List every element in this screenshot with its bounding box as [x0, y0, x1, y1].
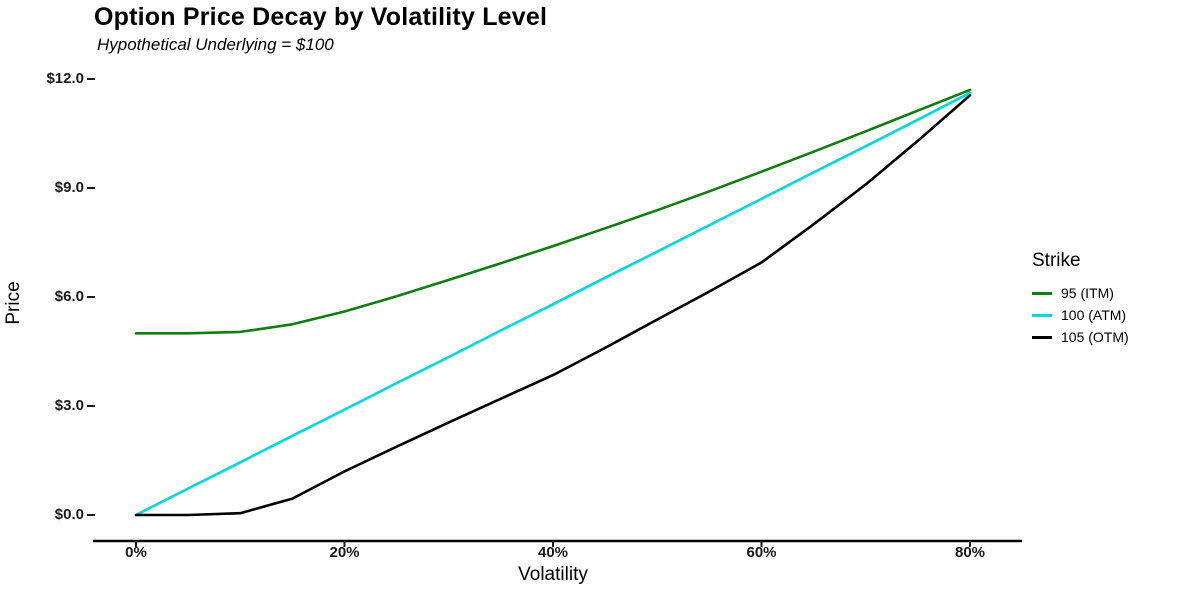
legend-item: 105 (OTM): [1032, 326, 1198, 348]
chart-title: Option Price Decay by Volatility Level: [94, 3, 548, 31]
series-line-95-itm-: [134, 88, 972, 335]
y-tick-label: $12.0: [46, 70, 84, 87]
series-line-100-atm-: [134, 91, 972, 517]
y-tick-label: $0.0: [54, 506, 84, 523]
chart-subtitle: Hypothetical Underlying = $100: [97, 35, 334, 54]
legend-items: 95 (ITM) 100 (ATM) 105 (OTM): [1032, 282, 1198, 348]
legend-label: 100 (ATM): [1061, 307, 1127, 323]
series-line-105-otm-: [134, 94, 972, 517]
legend-item: 95 (ITM): [1032, 282, 1198, 304]
legend-label: 105 (OTM): [1061, 329, 1129, 345]
x-tick-label: 40%: [537, 544, 569, 561]
x-tick-label: 20%: [329, 544, 360, 561]
y-tick-label: $3.0: [54, 397, 84, 414]
legend-label: 95 (ITM): [1061, 285, 1114, 301]
x-tick-label: 80%: [954, 544, 986, 561]
legend-swatch: [1032, 313, 1052, 317]
legend: Strike 95 (ITM) 100 (ATM) 105 (OTM): [1032, 250, 1198, 348]
legend-item: 100 (ATM): [1032, 304, 1198, 326]
legend-swatch: [1032, 291, 1052, 295]
x-axis-title: Volatility: [518, 564, 588, 585]
x-tick-label: 60%: [746, 544, 777, 561]
legend-title: Strike: [1032, 250, 1081, 271]
legend-swatch: [1032, 335, 1052, 339]
y-tick-label: $6.0: [54, 288, 84, 305]
y-tick-label: $9.0: [54, 179, 84, 196]
x-tick-label: 0%: [125, 544, 147, 561]
